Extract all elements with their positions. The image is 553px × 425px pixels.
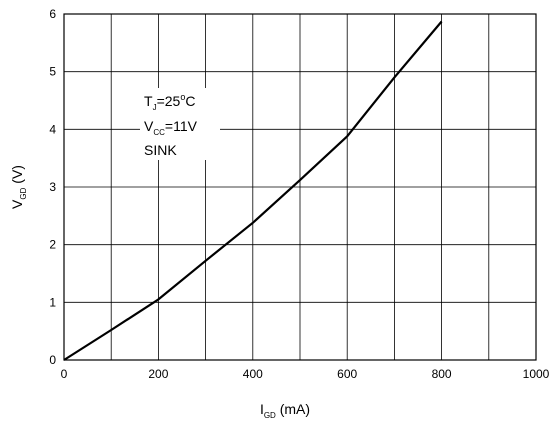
y-tick-label: 6 [49,7,56,21]
x-tick-label: 1000 [523,367,550,381]
grid-lines [64,14,536,360]
x-tick-label: 0 [61,367,68,381]
series-line [63,20,443,361]
x-tick-label: 600 [337,367,357,381]
y-tick-labels: 0 1 2 3 4 5 6 [49,7,56,367]
annotation: TJ=25oC VCC=11V SINK [144,92,198,158]
y-tick-label: 0 [49,353,56,367]
y-tick-label: 1 [49,295,56,309]
x-tick-label: 400 [243,367,263,381]
y-tick-label: 3 [49,180,56,194]
y-tick-label: 4 [49,122,56,136]
plot-frame [63,13,537,361]
annotation-vcc: VCC=11V [144,118,198,137]
annotation-tj: TJ=25oC [144,92,195,112]
annotation-sink: SINK [144,142,177,158]
annotation-background [140,88,220,160]
y-tick-label: 5 [49,65,56,79]
y-tick-label: 2 [49,238,56,252]
x-tick-label: 200 [148,367,168,381]
x-axis-label: IGD (mA) [260,401,310,420]
x-tick-label: 800 [432,367,452,381]
y-axis-label: VGD (V) [9,165,28,209]
x-tick-labels: 0 200 400 600 800 1000 [61,367,550,381]
